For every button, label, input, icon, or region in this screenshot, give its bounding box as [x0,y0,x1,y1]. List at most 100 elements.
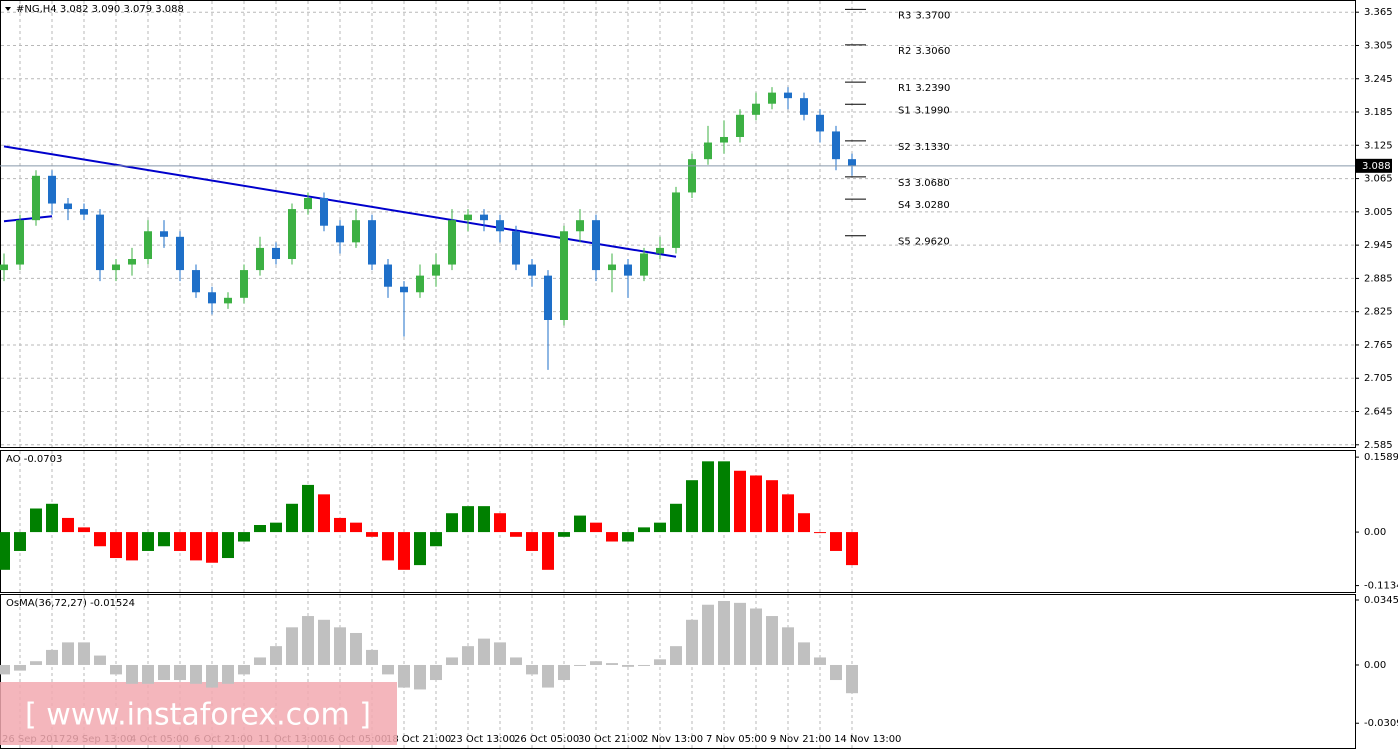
panel-title: OsMA(36,72,27) -0.01524 [6,598,135,609]
histogram-bar [302,616,314,665]
histogram-bar [430,532,442,547]
pivot-value: 3.3700 [915,10,950,21]
histogram-bar [494,642,506,665]
y-tick-label: 0.03451 [1364,595,1398,606]
histogram-bar [734,470,746,533]
candle-body [400,286,408,293]
histogram-bar [254,657,266,665]
x-tick-label: 18 Oct 21:00 [386,734,451,745]
histogram-bar [622,664,634,667]
histogram-bar [526,532,538,551]
histogram-bar [286,627,298,665]
candle-body [432,264,440,276]
last-price-label: 3.088 [1362,161,1391,172]
histogram-bar [606,663,618,665]
candle-body [80,209,88,215]
candle-body [192,270,200,293]
pivot-name: R2 [898,46,911,57]
watermark: [ www.instaforex.com ] [25,698,371,733]
histogram-bar [558,664,570,681]
candle-body [560,231,568,320]
histogram-bar [462,506,474,533]
histogram-bar [94,532,106,547]
histogram-bar [270,646,282,665]
menu-icon[interactable] [5,7,11,11]
histogram-bar [14,532,26,551]
trend-line [3,215,53,223]
histogram-bar [782,494,794,533]
candle-body [288,209,296,259]
histogram-bar [606,532,618,542]
histogram-bar [814,532,826,534]
histogram-bar [0,532,10,570]
histogram-bar [286,503,298,533]
pivot-value: 3.1330 [915,142,950,153]
pivot-name: S3 [898,178,911,189]
histogram-bar [174,664,186,681]
candle-body [720,136,728,143]
histogram-bar [46,503,58,533]
pivot-name: S4 [898,200,911,211]
histogram-bar [142,664,154,684]
histogram-bar [110,664,122,675]
histogram-bar [238,532,250,542]
y-tick-label: 0.00 [1364,660,1386,671]
histogram-bar [670,646,682,665]
histogram-bar [142,532,154,551]
histogram-bar [638,664,650,666]
x-tick-label: 9 Nov 21:00 [770,734,831,745]
histogram-bar [478,638,490,665]
candle-body [624,264,632,276]
candle-body [816,114,824,132]
y-tick-label: 3.305 [1364,40,1393,51]
candle-body [16,220,24,265]
histogram-bar [510,657,522,665]
histogram-bar [94,655,106,665]
histogram-bar [782,627,794,665]
histogram-bar [254,525,266,533]
histogram-bar [798,513,810,533]
candle-body [320,197,328,226]
pivot-label: S5 2.9620 [898,237,950,248]
histogram-bar [750,475,762,533]
histogram-bar [574,664,586,666]
histogram-bar [718,600,730,665]
y-tick-label: 2.645 [1364,407,1393,418]
histogram-bar [190,532,202,561]
candle-body [224,297,232,304]
histogram-bar [734,602,746,665]
y-tick-label: -0.1134 [1364,581,1398,592]
histogram-bar [414,664,426,690]
panel-frame [0,450,1356,593]
histogram-bar [670,503,682,533]
candle-body [64,203,72,210]
histogram-bar [846,664,858,694]
histogram-bar [654,659,666,665]
histogram-bar [46,649,58,665]
candle-body [144,231,152,259]
histogram-bar [462,646,474,665]
histogram-bar [350,522,362,533]
y-tick-label: 3.365 [1364,7,1393,18]
candle-body [496,220,504,232]
x-tick-label: 2 Nov 13:00 [642,734,703,745]
candle-body [272,247,280,259]
candle-body [176,236,184,271]
histogram-bar [62,517,74,533]
candle-body [480,214,488,221]
pivot-name: S5 [898,237,911,248]
pivot-label: R2 3.3060 [898,46,950,57]
histogram-bar [702,461,714,533]
histogram-bar [62,642,74,665]
histogram-bar [446,513,458,533]
x-tick-label: 7 Nov 05:00 [706,734,767,745]
candle-body [32,175,40,221]
histogram-bar [238,664,250,675]
histogram-bar [558,532,570,537]
candle-body [832,131,840,160]
histogram-bar [398,532,410,570]
candle-body [208,292,216,304]
candle-body [384,264,392,287]
